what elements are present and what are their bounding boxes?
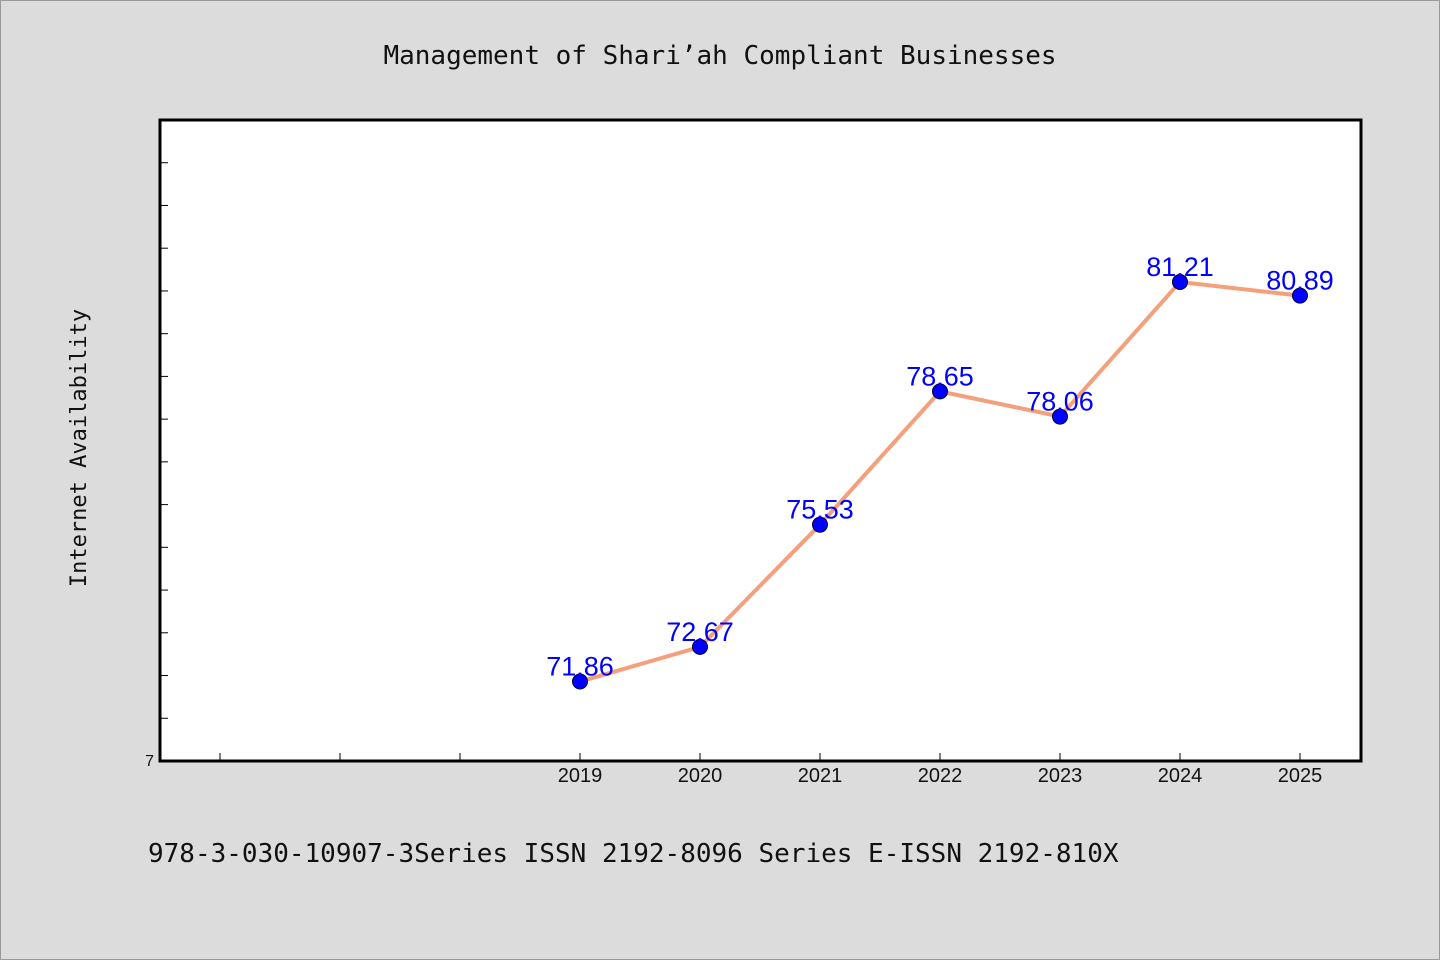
data-point <box>1052 408 1068 425</box>
data-point <box>692 638 708 655</box>
x-tick-label: 2023 <box>1038 765 1083 787</box>
data-point <box>1172 273 1188 290</box>
y-axis-label: Internet Availability <box>67 309 92 587</box>
y-tick-label: 7 <box>145 753 154 770</box>
data-label: 78.06 <box>1026 387 1094 417</box>
y-axis-ticks <box>160 162 168 719</box>
x-tick-label: 2025 <box>1278 765 1323 787</box>
x-tick-label: 2021 <box>798 765 843 787</box>
data-point <box>812 516 828 533</box>
chart-title: Management of Shari’ah Compliant Busines… <box>383 41 1056 71</box>
data-label: 80.89 <box>1266 266 1334 296</box>
data-label: 71.86 <box>546 652 614 682</box>
x-tick-label: 2019 <box>558 765 603 787</box>
data-label: 75.53 <box>786 495 854 525</box>
x-tick-label: 2024 <box>1158 765 1203 787</box>
data-point <box>932 383 948 400</box>
data-label: 78.65 <box>906 361 974 391</box>
x-tick-label: 2022 <box>918 765 963 787</box>
data-label: 81.21 <box>1146 252 1214 282</box>
x-axis-tick-labels: 2019 2020 2021 2022 2023 2024 2025 <box>558 765 1323 787</box>
footer-text: 978-3-030-10907-3Series ISSN 2192-8096 S… <box>148 839 1119 869</box>
plot-area <box>158 118 1363 763</box>
data-label: 72.67 <box>666 617 734 647</box>
x-axis-ticks <box>219 753 1301 761</box>
data-point <box>572 673 588 690</box>
x-tick-label: 2020 <box>678 765 723 787</box>
data-labels: 71.86 72.67 75.53 78.65 78.06 81.21 80.89 <box>546 252 1334 682</box>
series-markers <box>572 273 1308 690</box>
data-point <box>1292 287 1308 304</box>
